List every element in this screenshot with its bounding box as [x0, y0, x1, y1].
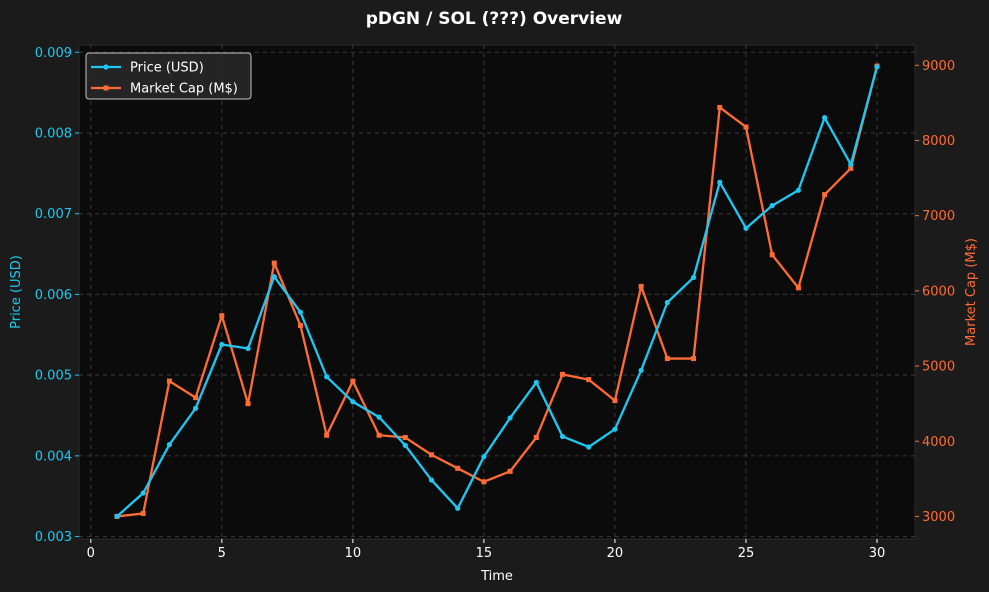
market-cap-point	[664, 356, 670, 362]
x-tick-label: 0	[87, 546, 95, 561]
price-point	[848, 161, 854, 168]
y-right-tick-label: 9000	[922, 59, 955, 74]
price-point	[271, 274, 277, 280]
y-left-tick-label: 0.005	[35, 369, 72, 384]
market-cap-point	[638, 283, 644, 289]
price-point	[559, 433, 566, 440]
plot-area	[78, 44, 916, 540]
price-point	[586, 444, 592, 450]
price-point	[324, 374, 330, 380]
price-point	[166, 441, 173, 448]
price-point	[140, 490, 146, 496]
market-cap-point	[743, 124, 749, 130]
y-axis-left-label: Price (USD)	[9, 255, 24, 329]
price-point	[297, 309, 304, 315]
price-point	[821, 115, 828, 121]
legend-price-label: Price (USD)	[130, 61, 204, 76]
y-right-tick-label: 3000	[922, 510, 955, 525]
axes: 0 5 10 15 20 25 30 0.003 0.004 0.005 0.006 0.007 0.0…	[35, 46, 955, 561]
price-point	[612, 426, 618, 432]
x-tick-label: 15	[476, 546, 493, 561]
market-cap-point	[271, 260, 277, 266]
x-tick-label: 30	[869, 546, 886, 561]
price-line	[116, 66, 879, 518]
market-cap-point	[166, 378, 172, 384]
price-point	[481, 454, 487, 460]
market-cap-point	[533, 434, 539, 440]
price-point	[795, 187, 801, 193]
price-point	[376, 414, 382, 420]
price-point	[428, 477, 435, 483]
x-tick-label: 5	[218, 546, 226, 561]
market-cap-point	[612, 398, 618, 404]
market-cap-point	[350, 378, 356, 384]
price-point	[245, 345, 251, 352]
market-cap-point	[324, 432, 330, 438]
y-right-tick-label: 6000	[922, 284, 955, 299]
y-right-tick-label: 4000	[922, 435, 955, 450]
y-left-tick-label: 0.003	[35, 530, 72, 545]
legend-market-cap-marker	[103, 85, 109, 91]
x-tick-label: 10	[345, 546, 362, 561]
price-point	[638, 367, 644, 373]
price-point	[717, 179, 723, 185]
market-cap-point	[691, 356, 697, 362]
price-point	[455, 505, 461, 511]
y-right-tick-label: 7000	[922, 209, 955, 224]
market-cap-point	[586, 377, 592, 383]
market-cap-point	[507, 468, 513, 474]
y-left-tick-label: 0.009	[35, 46, 72, 61]
y-left-tick-label: 0.008	[35, 126, 72, 141]
price-point	[402, 442, 408, 448]
price-point	[219, 341, 225, 348]
market-cap-point	[140, 510, 146, 516]
x-tick-label: 25	[738, 546, 755, 561]
chart-title: pDGN / SOL (???) Overview	[366, 9, 623, 29]
market-cap-point	[822, 192, 828, 198]
y-right-tick-label: 5000	[922, 360, 955, 375]
y-axis-right-label: Market Cap (M$)	[964, 238, 979, 346]
y-right-tick-label: 8000	[922, 134, 955, 149]
market-cap-point	[455, 465, 461, 471]
price-point	[193, 405, 199, 411]
price-point	[533, 379, 539, 386]
y-left-tick-label: 0.007	[35, 207, 72, 222]
market-cap-point	[376, 432, 382, 438]
market-cap-point	[219, 313, 225, 319]
market-cap-line	[116, 65, 879, 518]
legend-box	[85, 52, 252, 100]
market-cap-point	[769, 252, 775, 258]
market-cap-point	[193, 395, 199, 401]
market-cap-point	[848, 165, 854, 171]
market-cap-point	[717, 104, 723, 110]
price-point	[743, 225, 749, 231]
price-point	[690, 274, 697, 281]
price-point	[114, 513, 120, 519]
legend-market-cap-label: Market Cap (M$)	[130, 82, 238, 97]
price-point	[769, 203, 775, 209]
price-point	[507, 415, 513, 421]
market-cap-point	[245, 401, 251, 407]
market-cap-point	[297, 322, 303, 328]
market-cap-point	[402, 434, 408, 440]
y-left-tick-label: 0.004	[35, 449, 72, 464]
market-cap-point	[481, 479, 487, 485]
legend-price-marker	[103, 64, 109, 70]
market-cap-point	[795, 285, 801, 291]
market-cap-point	[560, 371, 566, 377]
price-point	[664, 299, 670, 306]
price-point	[350, 399, 356, 405]
series-layer	[114, 63, 880, 519]
market-cap-point	[428, 452, 434, 458]
legend: Price (USD) Market Cap (M$)	[85, 52, 252, 100]
x-axis-label: Time	[480, 569, 513, 584]
price-point	[874, 64, 880, 70]
y-left-tick-label: 0.006	[35, 288, 72, 303]
x-tick-label: 20	[607, 546, 624, 561]
